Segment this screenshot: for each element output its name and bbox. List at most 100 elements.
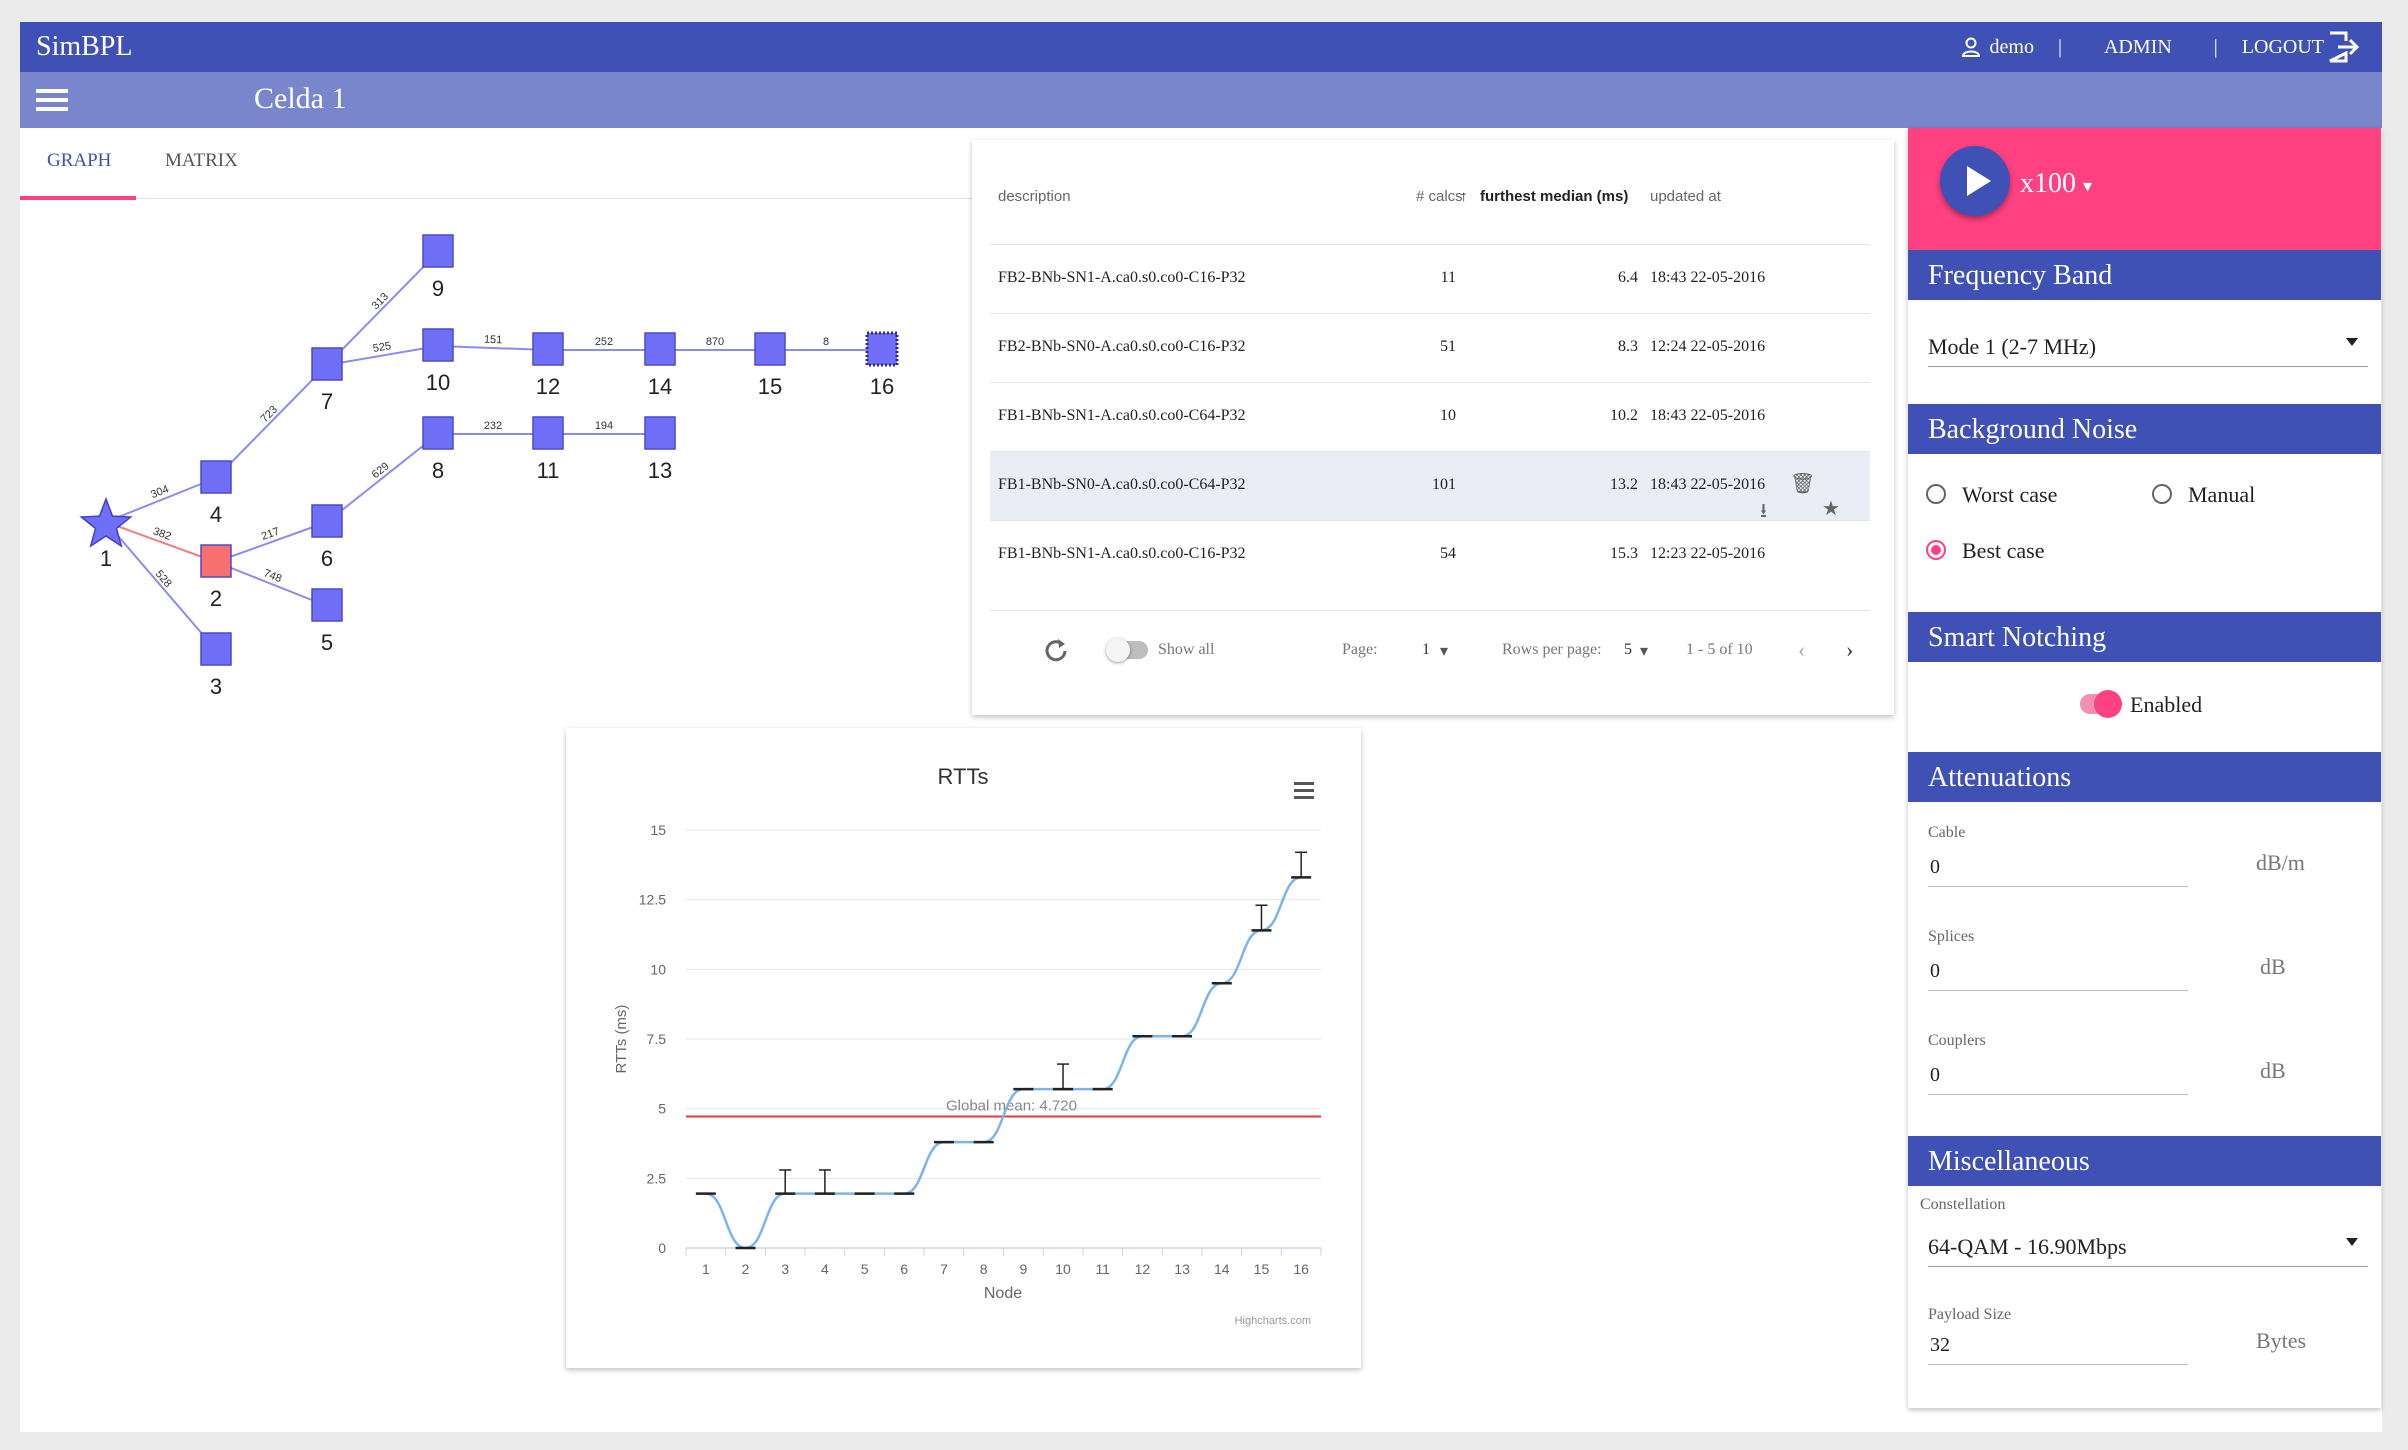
- cell-calcs: 54: [1440, 545, 1456, 562]
- graph-node[interactable]: [644, 332, 676, 366]
- cell-calcs: 51: [1440, 338, 1456, 355]
- node-label: 8: [432, 458, 444, 483]
- cell-updated: 18:43 22-05-2016: [1650, 476, 1766, 493]
- graph-node[interactable]: [200, 544, 232, 578]
- node-label: 10: [426, 370, 450, 395]
- page-select[interactable]: 1: [1422, 641, 1430, 658]
- constellation-select[interactable]: 64-QAM - 16.90Mbps: [1928, 1226, 2368, 1267]
- table-row[interactable]: FB1-BNb-SN1-A.ca0.s0.co0-C64-P32 10 10.2 18…: [990, 382, 1870, 451]
- edge-label: 723: [259, 404, 280, 426]
- table-row[interactable]: FB2-BNb-SN0-A.ca0.s0.co0-C16-P32 51 8.3 12:…: [990, 313, 1870, 382]
- x-tick-label: 4: [821, 1261, 829, 1277]
- graph-node[interactable]: [311, 504, 343, 538]
- x-tick-label: 10: [1055, 1261, 1071, 1277]
- logout-icon[interactable]: [2326, 30, 2360, 64]
- graph-node[interactable]: [79, 496, 133, 548]
- page-dropdown-icon[interactable]: ▾: [1440, 643, 1449, 660]
- cell-updated: 12:23 22-05-2016: [1650, 545, 1766, 562]
- graph-edge[interactable]: [437, 345, 549, 351]
- tab-graph[interactable]: GRAPH: [47, 150, 112, 171]
- splices-input[interactable]: 0: [1928, 954, 2188, 991]
- node-label: 4: [210, 502, 222, 527]
- rows-dropdown-icon[interactable]: ▾: [1640, 643, 1649, 660]
- user-name[interactable]: demo: [1989, 35, 2034, 58]
- chart-menu-icon: [1294, 796, 1314, 799]
- graph-node[interactable]: [422, 416, 454, 450]
- download-icon[interactable]: ⭳: [1760, 500, 1767, 522]
- payload-size-input[interactable]: 32: [1928, 1328, 2188, 1365]
- table-row[interactable]: FB1-BNb-SN1-A.ca0.s0.co0-C16-P32 54 15.3 12…: [990, 520, 1870, 589]
- cell-median: 8.3: [1618, 338, 1638, 355]
- speed-select[interactable]: x100 ▾: [2020, 168, 2092, 200]
- graph-edge[interactable]: [215, 521, 328, 563]
- logout-link[interactable]: LOGOUT: [2241, 35, 2324, 58]
- graph-node[interactable]: [754, 332, 786, 366]
- graph-node[interactable]: [532, 416, 564, 450]
- table-row[interactable]: FB2-BNb-SN1-A.ca0.s0.co0-C16-P32 11 6.4 18:…: [990, 244, 1870, 313]
- hamburger-menu-icon[interactable]: [36, 85, 68, 115]
- header-calcs[interactable]: # calcs: [1416, 188, 1463, 205]
- active-tab-indicator: [20, 196, 136, 200]
- graph-node[interactable]: [532, 332, 564, 366]
- admin-link[interactable]: ADMIN: [2103, 35, 2172, 58]
- frequency-band-select[interactable]: Mode 1 (2-7 MHz): [1928, 326, 2368, 367]
- graph-edge[interactable]: [326, 345, 439, 366]
- x-tick-label: 11: [1095, 1261, 1110, 1277]
- graph-node[interactable]: [644, 416, 676, 450]
- graph-edge[interactable]: [105, 521, 217, 563]
- chevron-right-icon[interactable]: ›: [1846, 637, 1854, 662]
- cell-description: FB1-BNb-SN1-A.ca0.s0.co0-C64-P32: [998, 407, 1246, 424]
- header-median[interactable]: furthest median (ms): [1480, 188, 1629, 205]
- graph-node[interactable]: [422, 328, 454, 362]
- sort-arrow-up-icon[interactable]: ↑: [1460, 188, 1468, 205]
- table-row[interactable]: FB1-BNb-SN0-A.ca0.s0.co0-C64-P32 101 13.2 1…: [990, 451, 1870, 522]
- graph-node[interactable]: [311, 347, 343, 381]
- constellation-value: 64-QAM - 16.90Mbps: [1928, 1234, 2127, 1259]
- show-all-toggle[interactable]: [1106, 638, 1148, 662]
- graph-edge[interactable]: [105, 477, 217, 523]
- delete-icon[interactable]: 🗑: [1790, 473, 1816, 495]
- chevron-left-icon[interactable]: ‹: [1798, 637, 1806, 662]
- payload-size-value: 32: [1930, 1334, 1950, 1356]
- graph-edge[interactable]: [215, 364, 328, 479]
- node-label: 7: [321, 389, 333, 414]
- cable-input[interactable]: 0: [1928, 850, 2188, 887]
- x-tick-label: 5: [861, 1261, 869, 1277]
- rows-per-page-select[interactable]: 5: [1624, 641, 1632, 658]
- chart-menu-icon: [1294, 782, 1314, 785]
- cell-description: FB2-BNb-SN0-A.ca0.s0.co0-C16-P32: [998, 338, 1246, 355]
- graph-node[interactable]: [422, 234, 454, 268]
- header-description[interactable]: description: [998, 188, 1071, 205]
- app-title: SimBPL: [36, 31, 133, 62]
- header-updated[interactable]: updated at: [1650, 188, 1721, 205]
- graph-node[interactable]: [311, 588, 343, 622]
- graph-edge[interactable]: [326, 251, 439, 366]
- section-title: Background Noise: [1928, 414, 2138, 445]
- speed-dropdown-icon: ▾: [2083, 176, 2093, 196]
- graph-node[interactable]: [865, 331, 899, 367]
- couplers-input[interactable]: 0: [1928, 1058, 2188, 1095]
- rows-per-page-label: Rows per page:: [1502, 641, 1602, 658]
- refresh-icon[interactable]: [1040, 635, 1072, 667]
- graph-node[interactable]: [200, 460, 232, 494]
- graph-edge[interactable]: [105, 521, 217, 651]
- tab-matrix[interactable]: MATRIX: [165, 150, 238, 171]
- x-axis-title: Node: [984, 1285, 1022, 1302]
- star-icon[interactable]: ★: [1822, 498, 1840, 520]
- section-title: Attenuations: [1928, 762, 2072, 793]
- graph-edge[interactable]: [215, 561, 328, 607]
- splices-label: Splices: [1928, 928, 1975, 945]
- play-button[interactable]: [1940, 146, 2010, 216]
- x-tick-label: 13: [1174, 1261, 1190, 1277]
- dropdown-arrow-icon: [2346, 1238, 2358, 1246]
- section-miscellaneous: Miscellaneous: [1908, 1136, 2381, 1186]
- graph-node[interactable]: [200, 632, 232, 666]
- couplers-unit: dB: [2260, 1058, 2286, 1083]
- section-smart-notching: Smart Notching: [1908, 612, 2381, 662]
- cell-calcs: 101: [1432, 476, 1456, 493]
- smart-notching-switch[interactable]: [2080, 690, 2122, 718]
- y-tick-label: 12.5: [639, 892, 666, 908]
- graph-edge[interactable]: [326, 433, 439, 523]
